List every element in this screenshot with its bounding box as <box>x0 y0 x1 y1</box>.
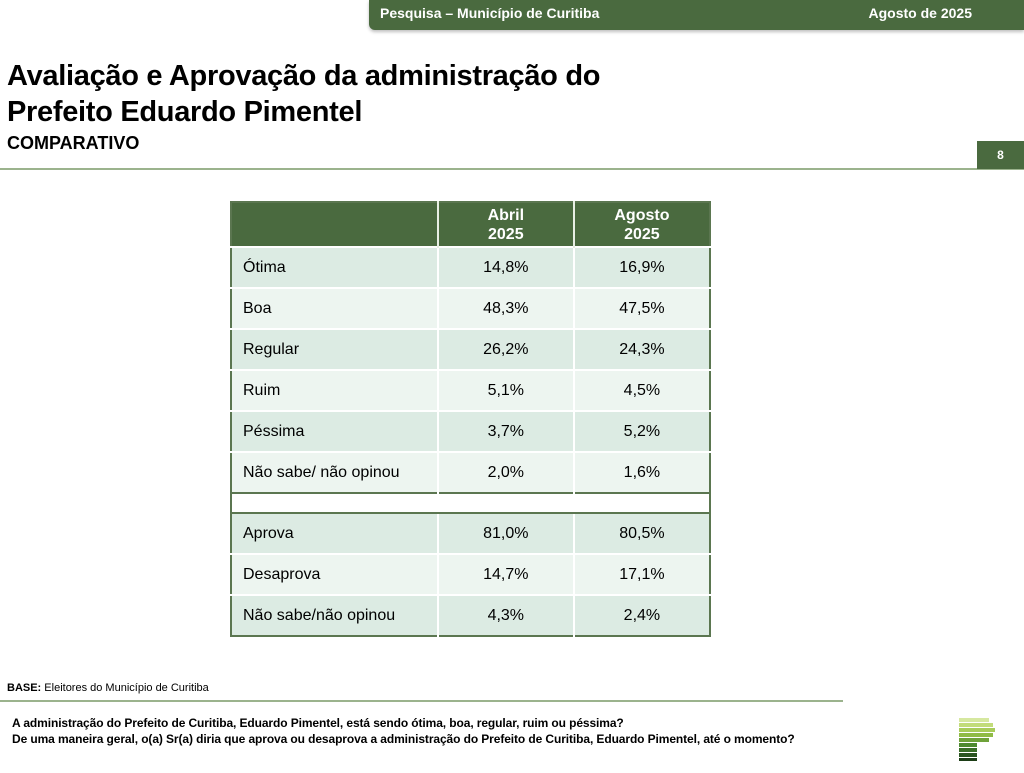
value-agosto: 4,5% <box>572 369 710 411</box>
row-label: Desaprova <box>231 553 438 595</box>
question-2: De uma maneira geral, o(a) Sr(a) diria q… <box>12 732 795 746</box>
row-label: Ótima <box>231 246 438 288</box>
value-abril: 2,0% <box>436 451 574 493</box>
value-abril: 14,7% <box>436 553 574 595</box>
value-agosto: 17,1% <box>572 553 710 595</box>
table-spacer-row <box>231 492 710 514</box>
header-abril-year: 2025 <box>488 225 524 243</box>
value-abril: 3,7% <box>436 410 574 452</box>
value-agosto: 47,5% <box>572 287 710 329</box>
row-label: Péssima <box>231 410 438 452</box>
row-label: Ruim <box>231 369 438 411</box>
comparison-table: Abril 2025 Agosto 2025 Ótima 14,8% 16,9%… <box>230 201 711 637</box>
base-label: BASE: <box>7 682 42 694</box>
value-agosto: 2,4% <box>572 594 710 636</box>
value-agosto: 80,5% <box>572 512 710 554</box>
value-abril: 48,3% <box>436 287 574 329</box>
header-abril-month: Abril <box>487 206 525 224</box>
header-agosto: Agosto 2025 <box>572 202 710 247</box>
footer-divider <box>0 700 843 702</box>
table-row: Péssima 3,7% 5,2% <box>231 410 710 452</box>
survey-label: Pesquisa – Município de Curitiba <box>380 5 600 21</box>
value-abril: 81,0% <box>436 512 574 554</box>
header-abril: Abril 2025 <box>436 202 574 247</box>
table-row: Desaprova 14,7% 17,1% <box>231 553 710 595</box>
header-divider <box>0 168 1024 170</box>
page-subtitle: COMPARATIVO <box>7 133 140 153</box>
value-abril: 14,8% <box>436 246 574 288</box>
value-abril: 4,3% <box>436 594 574 636</box>
value-agosto: 5,2% <box>572 410 710 452</box>
title-line-2: Prefeito Eduardo Pimentel <box>7 96 363 128</box>
row-label: Não sabe/não opinou <box>231 594 438 636</box>
value-agosto: 24,3% <box>572 328 710 370</box>
header-agosto-month: Agosto <box>614 206 670 224</box>
header-agosto-year: 2025 <box>624 225 660 243</box>
page-title: Avaliação e Aprovação da administração d… <box>7 58 600 130</box>
question-1: A administração do Prefeito de Curitiba,… <box>12 716 624 730</box>
row-label: Regular <box>231 328 438 370</box>
base-text: Eleitores do Município de Curitiba <box>41 682 209 694</box>
table-header-row: Abril 2025 Agosto 2025 <box>231 202 710 247</box>
table-row: Não sabe/ não opinou 2,0% 1,6% <box>231 451 710 493</box>
header-bar: Pesquisa – Município de Curitiba Agosto … <box>369 0 1024 30</box>
value-agosto: 16,9% <box>572 246 710 288</box>
page-number: 8 <box>977 141 1024 169</box>
table-row: Boa 48,3% 47,5% <box>231 287 710 329</box>
value-agosto: 1,6% <box>572 451 710 493</box>
header-blank <box>231 202 438 247</box>
title-line-1: Avaliação e Aprovação da administração d… <box>7 60 601 92</box>
company-logo-icon <box>959 718 995 761</box>
table-row: Não sabe/não opinou 4,3% 2,4% <box>231 594 710 636</box>
value-abril: 5,1% <box>436 369 574 411</box>
spacer-cell <box>231 492 710 514</box>
survey-date: Agosto de 2025 <box>868 5 972 21</box>
row-label: Aprova <box>231 512 438 554</box>
table-row: Regular 26,2% 24,3% <box>231 328 710 370</box>
table-row: Ótima 14,8% 16,9% <box>231 246 710 288</box>
base-note: BASE: Eleitores do Município de Curitiba <box>7 682 209 694</box>
row-label: Não sabe/ não opinou <box>231 451 438 493</box>
table-row: Aprova 81,0% 80,5% <box>231 512 710 554</box>
value-abril: 26,2% <box>436 328 574 370</box>
row-label: Boa <box>231 287 438 329</box>
table-row: Ruim 5,1% 4,5% <box>231 369 710 411</box>
